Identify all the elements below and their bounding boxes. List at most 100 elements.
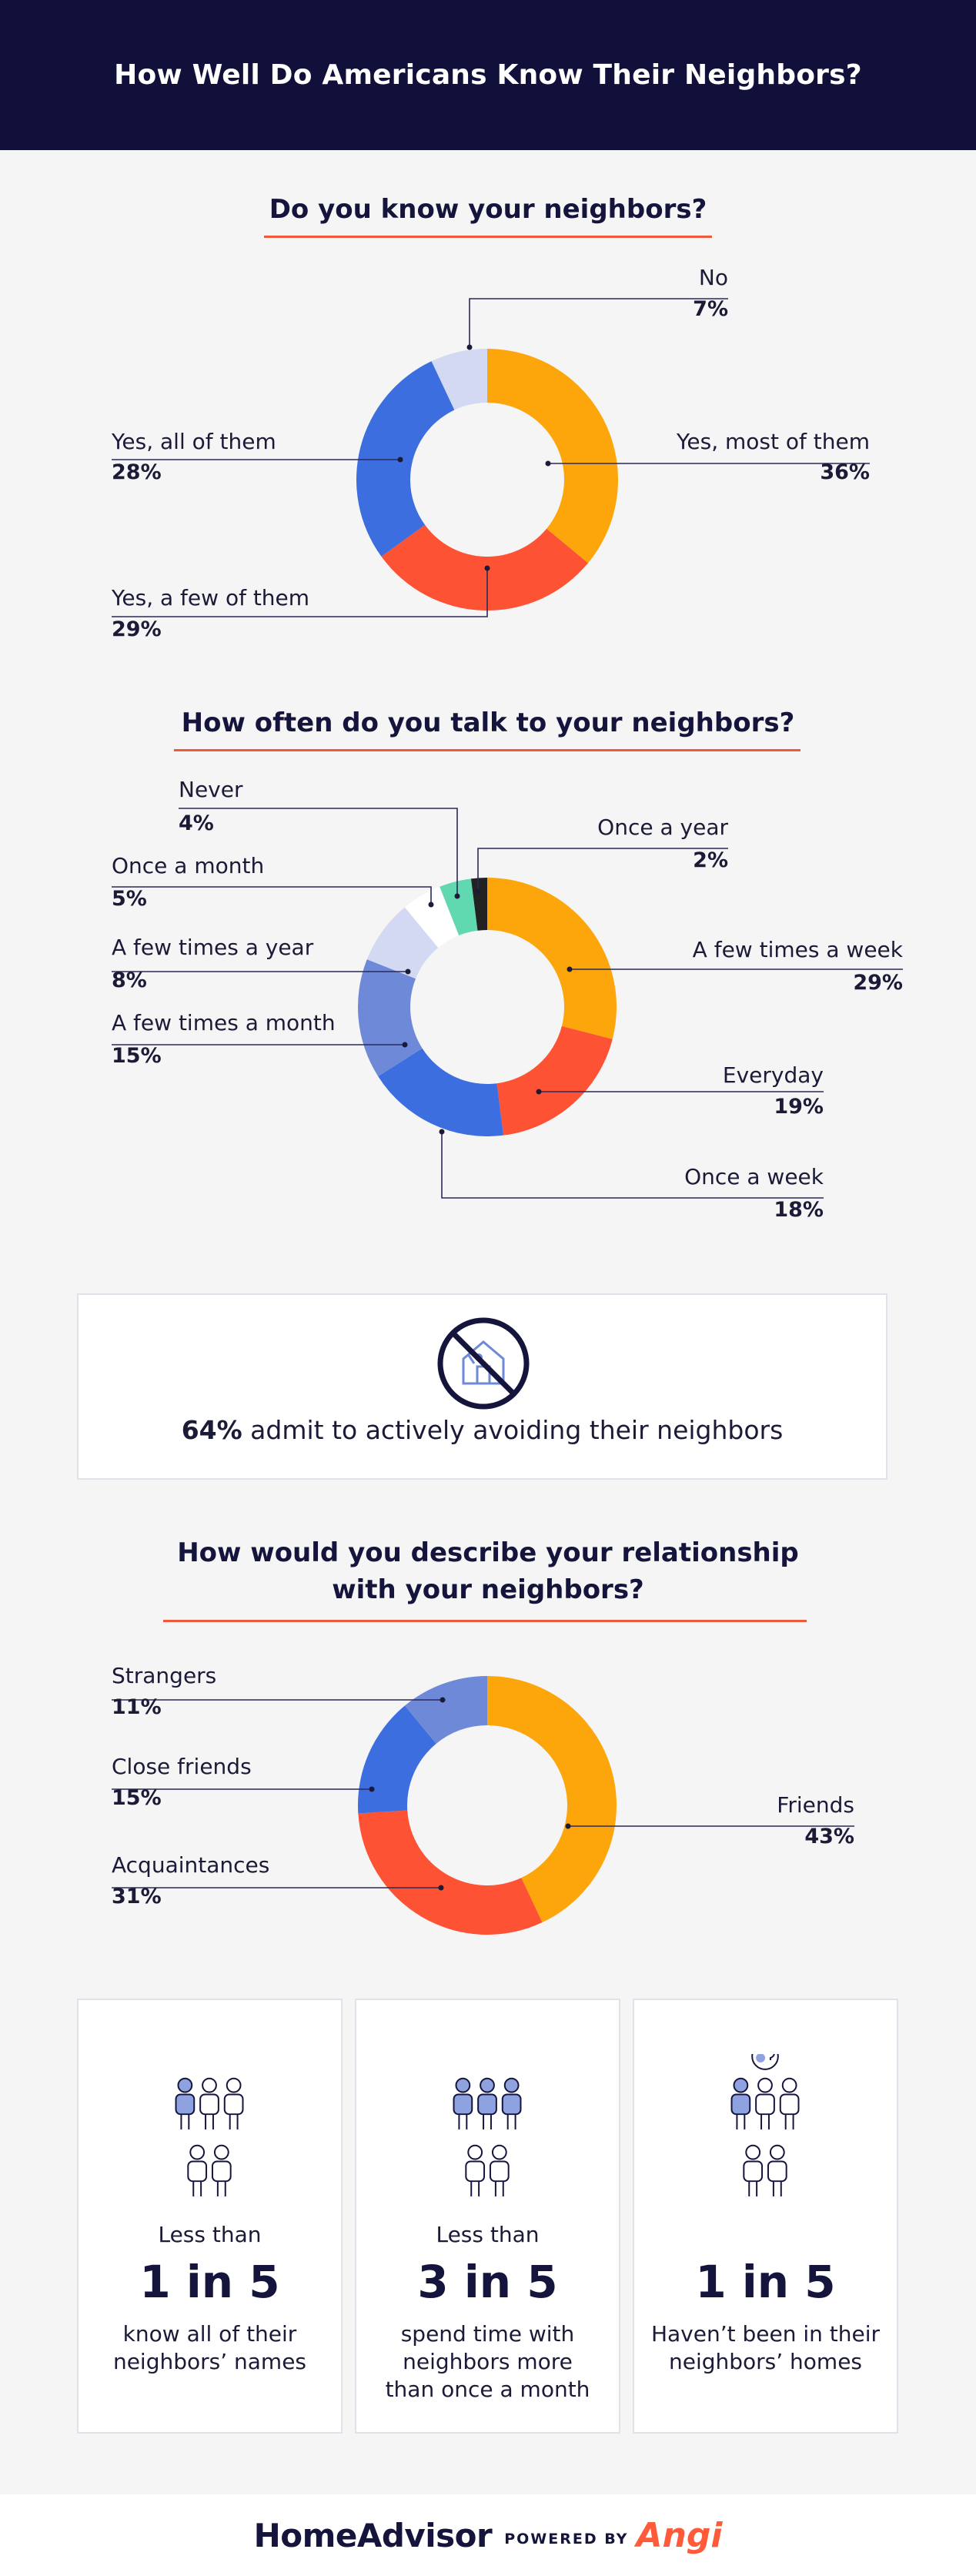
stat-desc-line: neighbors more: [403, 2349, 573, 2374]
stat-desc-line: know all of their: [122, 2321, 297, 2347]
person-icon: [730, 2077, 751, 2129]
chart2-title-underline: [174, 749, 801, 751]
stat-card-names: Less than 1 in 5 know all of their neigh…: [77, 1999, 343, 2434]
chart3-title-line1: How would you describe your relationship: [177, 1537, 799, 1568]
slice-label-strangers: Strangers: [112, 1663, 216, 1688]
slice-value-once-a-year: 2%: [693, 848, 728, 872]
leader-dot-once-a-month: [428, 902, 434, 908]
slice-value-everyday: 19%: [774, 1095, 824, 1119]
avoid-desc: admit to actively avoiding their neighbo…: [242, 1415, 784, 1445]
donut-slice-yes-most-of-them: [487, 349, 618, 564]
slice-value-once-a-week: 18%: [774, 1198, 824, 1222]
leader-line-no: [469, 298, 728, 347]
stat-desc-line: neighbors’ homes: [668, 2349, 863, 2374]
avoid-callout: 64% admit to actively avoiding their nei…: [77, 1293, 887, 1480]
slice-value-a-few-times-a-month: 15%: [112, 1044, 162, 1068]
donut-slice-once-a-year: [470, 878, 487, 931]
leader-dot-a-few-times-a-week: [567, 966, 573, 972]
slice-label-yes-most-of-them: Yes, most of them: [676, 429, 870, 454]
header-banner: How Well Do Americans Know Their Neighbo…: [0, 0, 976, 150]
person-icon: [453, 2077, 473, 2129]
stat-pre: Less than: [436, 2222, 540, 2247]
leader-dot-a-few-times-a-month: [402, 1042, 408, 1048]
stat-big: 1 in 5: [139, 2256, 280, 2308]
donut-slice-friends: [487, 1676, 617, 1923]
chart3-title-underline: [163, 1620, 807, 1622]
slice-value-never: 4%: [179, 811, 214, 835]
leader-dot-never: [454, 893, 460, 899]
leader-line-once-a-week: [441, 1132, 824, 1199]
donut-slice-once-a-week: [378, 1048, 504, 1137]
donut-slice-never: [440, 878, 478, 936]
slice-label-yes-a-few-of-them: Yes, a few of them: [111, 585, 309, 611]
donut-slice-close-friends: [358, 1705, 436, 1814]
slice-label-yes-all-of-them: Yes, all of them: [111, 429, 276, 454]
donut-slice-no: [431, 349, 487, 410]
stat-desc: know all of their neighbors’ names: [79, 2320, 341, 2376]
stat-card-homes: 1 in 5 Haven’t been in their neighbors’ …: [633, 1999, 898, 2434]
angi-logo: Angi: [636, 2515, 723, 2555]
person-icon: [223, 2077, 244, 2129]
powered-by-text: POWERED BY: [504, 2531, 629, 2548]
question-bubble-icon: [751, 2054, 779, 2070]
slice-value-no: 7%: [693, 297, 728, 321]
people-wave-icon: [175, 2077, 244, 2196]
stat-desc: spend time with neighbors more than once…: [356, 2320, 619, 2404]
person-icon: [211, 2144, 232, 2196]
person-icon: [175, 2077, 196, 2129]
person-icon: [767, 2144, 787, 2196]
person-icon: [755, 2077, 775, 2129]
leader-line-yes-a-few-of-them: [112, 568, 488, 617]
donut-slice-once-a-month: [404, 886, 460, 948]
person-icon: [779, 2077, 800, 2129]
slice-label-everyday: Everyday: [723, 1062, 824, 1088]
avoid-pct: 64%: [181, 1415, 242, 1445]
slice-label-friends: Friends: [777, 1792, 854, 1818]
slice-label-no: No: [699, 265, 728, 290]
leader-dot-once-a-year: [475, 888, 481, 895]
slice-label-once-a-month: Once a month: [112, 853, 264, 878]
stat-card-time: Less than 3 in 5 spend time with neighbo…: [355, 1999, 620, 2434]
person-icon: [199, 2077, 219, 2129]
leader-line-once-a-month: [112, 886, 432, 905]
donut-slice-yes-all-of-them: [356, 361, 455, 557]
leader-dot-everyday: [536, 1089, 542, 1095]
slice-label-close-friends: Close friends: [112, 1754, 252, 1779]
chart1-title: Do you know your neighbors?: [269, 194, 707, 225]
slice-label-once-a-week: Once a week: [684, 1164, 824, 1189]
chart3-donut-chart: Friends 43% Acquaintances 31% Close friends 1…: [112, 1663, 854, 1935]
person-icon: [743, 2144, 764, 2196]
slice-value-strangers: 11%: [112, 1695, 162, 1719]
slice-value-acquaintances: 31%: [112, 1885, 162, 1909]
no-house-icon: [437, 1317, 530, 1410]
leader-dot-friends: [565, 1823, 571, 1829]
stat-desc-line: Haven’t been in their: [650, 2321, 881, 2347]
avoid-text: 64% admit to actively avoiding their nei…: [79, 1415, 886, 1445]
person-icon: [501, 2077, 522, 2129]
leader-dot-a-few-times-a-year: [405, 969, 411, 975]
donut-slice-strangers: [404, 1676, 487, 1744]
people-question-icon: [730, 2054, 800, 2196]
slice-label-never: Never: [179, 777, 243, 802]
slice-value-yes-a-few-of-them: 29%: [112, 617, 162, 641]
leader-dot-strangers: [440, 1697, 446, 1703]
donut-slice-a-few-times-a-year: [366, 907, 439, 979]
stat-pre: Less than: [158, 2222, 262, 2247]
stat-desc-line: than once a month: [385, 2377, 590, 2402]
person-icon: [489, 2144, 510, 2196]
person-icon: [465, 2144, 486, 2196]
stat-big: 3 in 5: [417, 2256, 558, 2308]
slice-label-a-few-times-a-year: A few times a year: [112, 935, 314, 960]
leader-dot-no: [466, 344, 473, 350]
stat-desc: Haven’t been in their neighbors’ homes: [634, 2320, 897, 2376]
leader-dot-yes-most-of-them: [545, 460, 551, 467]
chart2-donut-chart: A few times a week 29% Everyday 19% Once a w…: [112, 777, 904, 1222]
leader-dot-once-a-week: [439, 1129, 445, 1135]
slice-label-acquaintances: Acquaintances: [112, 1852, 269, 1878]
person-icon: [477, 2077, 497, 2129]
slice-value-close-friends: 15%: [112, 1786, 162, 1810]
leader-dot-close-friends: [369, 1786, 375, 1792]
footer: HomeAdvisor POWERED BY Angi: [0, 2494, 976, 2576]
slice-value-yes-most-of-them: 36%: [820, 460, 870, 484]
slice-label-once-a-year: Once a year: [597, 815, 728, 840]
